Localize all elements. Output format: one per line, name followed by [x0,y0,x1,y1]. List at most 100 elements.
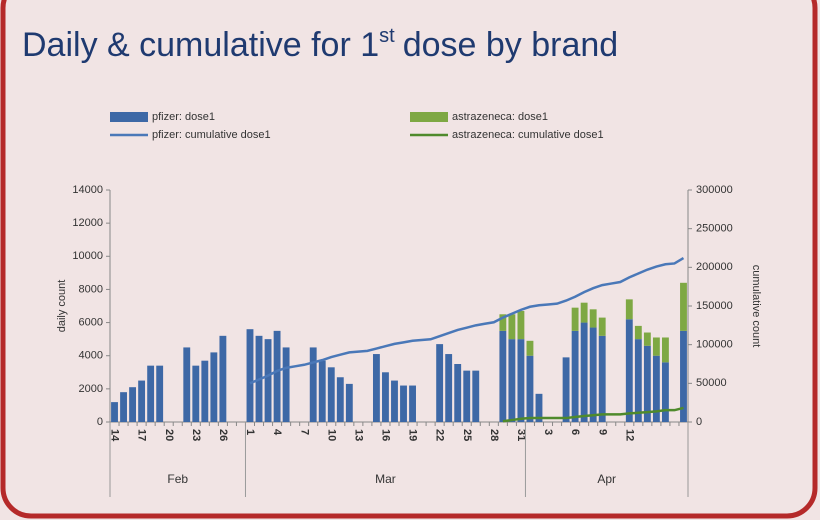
legend-swatch [410,112,448,122]
y2-axis-title: cumulative count [750,265,762,348]
chart-title: Daily & cumulative for 1st dose by brand [22,25,618,64]
x-tick-label: 3 [542,429,554,435]
bar [680,282,687,331]
x-tick-label: 26 [217,429,229,441]
bar [156,365,164,422]
x-tick-label: 10 [325,429,337,441]
bar [634,325,642,340]
bar [499,330,507,422]
y-axis-title: daily count [56,280,68,333]
bar [210,352,218,422]
x-tick-label: 14 [109,429,121,442]
bar [372,354,380,422]
x-tick-label: 9 [596,429,608,435]
bar [643,345,651,422]
bar [273,330,281,422]
bar [345,383,353,422]
y2-tick-label: 250000 [696,223,733,235]
bar [382,372,389,422]
legend-label: pfizer: cumulative dose1 [152,129,271,141]
x-tick-label: 28 [488,429,500,441]
y2-tick-label: 100000 [696,339,733,351]
bar [499,314,507,331]
y2-tick-label: 150000 [696,300,733,312]
y-tick-label: 14000 [72,184,103,196]
bar [526,355,534,422]
bar [571,330,579,422]
y2-tick-label: 300000 [696,184,733,196]
y-tick-label: 0 [97,416,103,428]
bar [589,309,597,328]
x-tick-label: 13 [352,429,364,441]
x-tick-label: 6 [569,429,581,435]
bar [652,355,660,422]
title-main: Daily & cumulative for 1 [22,26,379,64]
bar [680,330,687,422]
group-label: Apr [597,472,616,486]
bar [201,360,209,422]
bar [318,360,326,422]
bar [661,337,669,363]
group-label: Mar [375,472,396,486]
bar [589,327,597,422]
bar [508,339,516,422]
legend-label: astrazeneca: cumulative dose1 [452,129,604,141]
x-tick-label: 4 [271,429,283,436]
x-tick-label: 7 [298,429,310,435]
bar [336,377,344,422]
x-tick-label: 12 [623,429,635,441]
bar [282,347,290,422]
bar [391,380,398,422]
bar [327,367,335,422]
bar [634,339,642,422]
y-tick-label: 8000 [79,283,103,295]
bar [652,337,660,356]
bar [183,347,191,422]
bar [138,380,146,422]
bar [147,365,155,422]
bar [580,302,588,323]
x-tick-label: 16 [380,429,392,441]
y-tick-label: 4000 [79,350,103,362]
bar [436,344,444,422]
bar [508,314,516,340]
y2-tick-label: 50000 [696,377,727,389]
x-tick-label: 25 [461,429,473,441]
x-tick-label: 31 [515,429,527,441]
bar [409,385,416,422]
y-tick-label: 12000 [72,217,103,229]
bar [643,332,651,346]
bar [454,364,462,422]
x-tick-label: 20 [163,429,175,441]
bar [598,335,606,422]
bar [445,354,453,422]
y2-tick-label: 200000 [696,261,733,273]
bar [246,329,254,422]
bar [625,319,633,422]
legend-label: pfizer: dose1 [152,111,215,123]
bar [571,307,579,331]
bar [517,339,525,422]
title-end: dose by brand [403,26,619,64]
bar [219,335,227,422]
y2-tick-label: 0 [696,416,702,428]
bar [463,370,471,422]
bar [120,392,127,422]
y-tick-label: 10000 [72,250,103,262]
bar [129,387,137,422]
bar [517,310,525,340]
bar [598,317,606,336]
legend-swatch [110,112,148,122]
bar [625,299,633,320]
title-superscript: st [379,25,395,47]
line [502,406,684,423]
bar [562,357,570,422]
y-tick-label: 6000 [79,316,103,328]
x-tick-label: 23 [190,429,202,441]
bar [400,385,407,422]
x-tick-label: 17 [136,429,148,441]
legend-label: astrazeneca: dose1 [452,111,548,123]
bar [192,365,200,422]
